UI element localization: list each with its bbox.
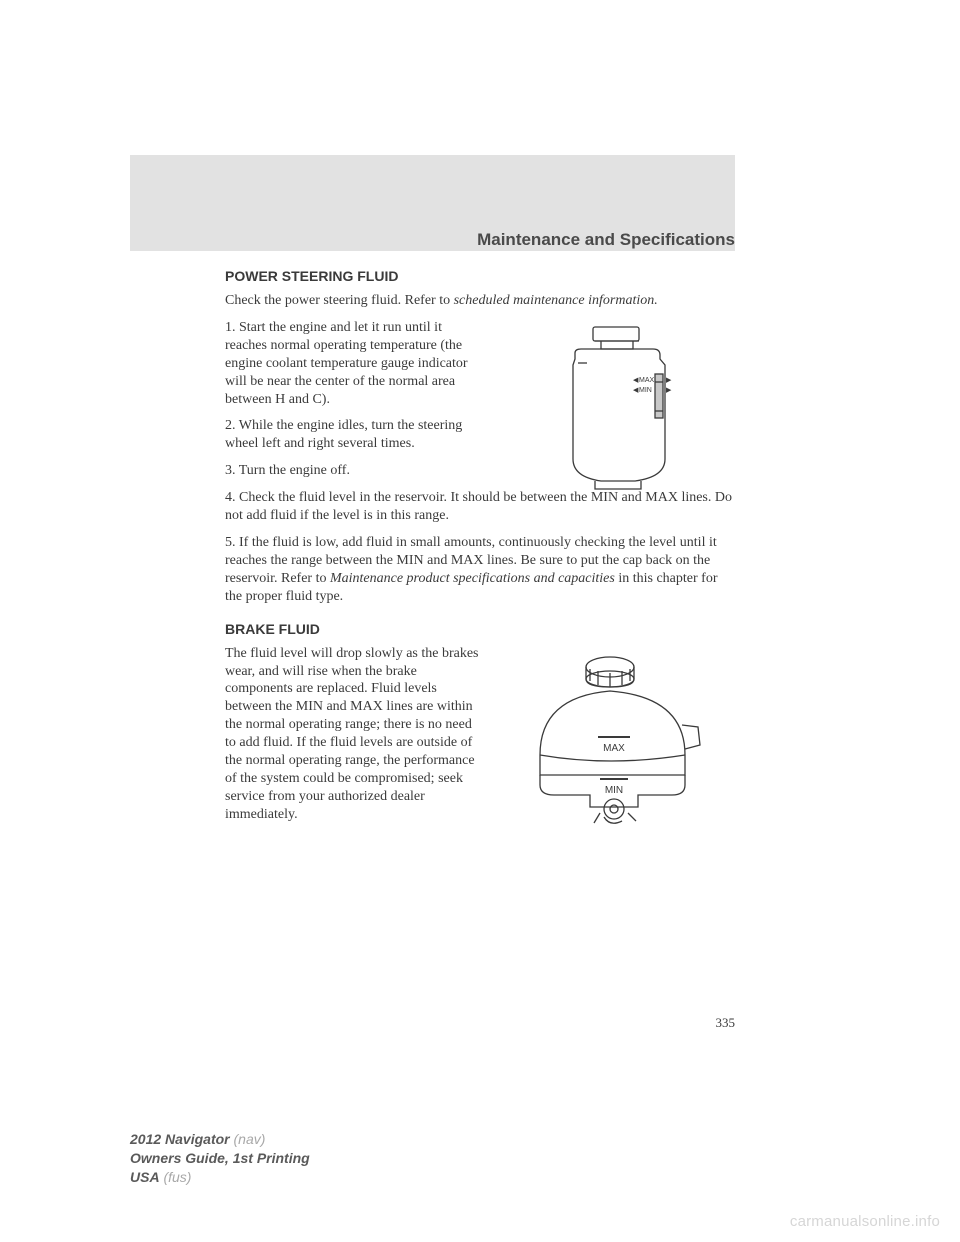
page-number: 335 xyxy=(716,1015,736,1031)
ps-min-text: MIN xyxy=(639,387,652,394)
ps-max-text: MAX xyxy=(639,377,655,384)
footer-model-code: (nav) xyxy=(234,1131,266,1147)
power-steering-heading: POWER STEERING FLUID xyxy=(225,268,735,284)
svg-text:▶: ▶ xyxy=(666,377,672,384)
content-area: POWER STEERING FLUID Check the power ste… xyxy=(225,268,735,833)
bf-reservoir-icon: MAX MIN xyxy=(510,645,735,845)
footer: 2012 Navigator (nav) Owners Guide, 1st P… xyxy=(130,1130,310,1187)
ps-step3: 3. Turn the engine off. xyxy=(225,462,485,480)
ps-intro-a: Check the power steering fluid. Refer to xyxy=(225,293,450,308)
power-steering-reservoir-figure: ◀ MAX ▶ ◀ MIN ▶ xyxy=(505,319,735,494)
ps-step1: 1. Start the engine and let it run until… xyxy=(225,319,485,409)
ps-intro: Check the power steering fluid. Refer to… xyxy=(225,292,735,310)
footer-model: 2012 Navigator xyxy=(130,1131,230,1147)
bf-max-text: MAX xyxy=(603,743,625,754)
page: Maintenance and Specifications POWER STE… xyxy=(0,0,960,1242)
ps-reservoir-icon: ◀ MAX ▶ ◀ MIN ▶ xyxy=(505,319,735,494)
footer-region: USA xyxy=(130,1169,160,1185)
svg-text:▶: ▶ xyxy=(666,387,672,394)
ps-row-with-figure: 1. Start the engine and let it run until… xyxy=(225,319,735,480)
ps-left-col: 1. Start the engine and let it run until… xyxy=(225,319,485,480)
brake-fluid-reservoir-figure: MAX MIN xyxy=(510,645,735,845)
ps-step5: 5. If the fluid is low, add fluid in sma… xyxy=(225,534,735,606)
watermark: carmanualsonline.info xyxy=(790,1213,940,1230)
footer-line1: 2012 Navigator (nav) xyxy=(130,1130,310,1149)
bf-left-col: The fluid level will drop slowly as the … xyxy=(225,645,485,824)
bf-min-text: MIN xyxy=(605,785,623,796)
ps-step2: 2. While the engine idles, turn the stee… xyxy=(225,417,485,453)
ps-intro-b: scheduled maintenance information. xyxy=(454,293,658,308)
bf-para: The fluid level will drop slowly as the … xyxy=(225,645,485,824)
footer-line3: USA (fus) xyxy=(130,1168,310,1187)
ps-step4: 4. Check the fluid level in the reservoi… xyxy=(225,489,735,525)
footer-region-code: (fus) xyxy=(163,1169,191,1185)
bf-row-with-figure: The fluid level will drop slowly as the … xyxy=(225,645,735,824)
footer-line2: Owners Guide, 1st Printing xyxy=(130,1149,310,1168)
header-section-title: Maintenance and Specifications xyxy=(477,230,735,250)
ps-step5-b: Maintenance product specifications and c… xyxy=(330,571,615,586)
brake-fluid-heading: BRAKE FLUID xyxy=(225,621,735,637)
